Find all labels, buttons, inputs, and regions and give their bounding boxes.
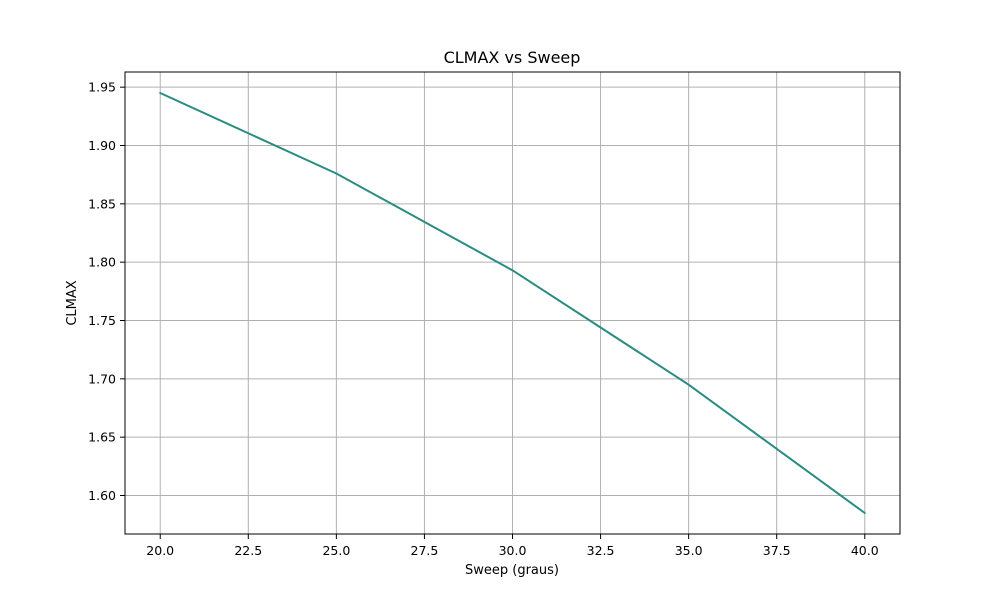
y-tick-label: 1.80 xyxy=(88,255,116,270)
series-line xyxy=(159,92,866,514)
x-tick-label: 27.5 xyxy=(411,543,439,558)
series-layer xyxy=(159,92,866,514)
x-axis-ticks: 20.0 22.5 25.0 27.5 30.0 32.5 35.0 37.5 40.0 xyxy=(146,534,879,558)
x-axis-label: Sweep (graus) xyxy=(465,563,559,578)
y-tick-label: 1.95 xyxy=(88,80,116,95)
y-tick-label: 1.70 xyxy=(88,371,116,386)
y-axis-label: CLMAX xyxy=(65,280,80,325)
y-tick-label: 1.90 xyxy=(88,138,116,153)
y-axis-ticks: 1.60 1.65 1.70 1.75 1.80 1.85 1.90 1.95 xyxy=(88,80,125,503)
x-tick-label: 25.0 xyxy=(322,543,350,558)
x-tick-label: 30.0 xyxy=(499,543,527,558)
chart-title: CLMAX vs Sweep xyxy=(444,48,581,67)
x-tick-label: 32.5 xyxy=(587,543,615,558)
y-tick-label: 1.60 xyxy=(88,488,116,503)
x-tick-label: 37.5 xyxy=(763,543,791,558)
x-tick-label: 20.0 xyxy=(146,543,174,558)
x-tick-label: 40.0 xyxy=(851,543,879,558)
x-tick-label: 35.0 xyxy=(675,543,703,558)
grid-lines xyxy=(125,72,900,534)
y-tick-label: 1.65 xyxy=(88,430,116,445)
y-tick-label: 1.85 xyxy=(88,196,116,211)
x-tick-label: 22.5 xyxy=(234,543,262,558)
y-tick-label: 1.75 xyxy=(88,313,116,328)
